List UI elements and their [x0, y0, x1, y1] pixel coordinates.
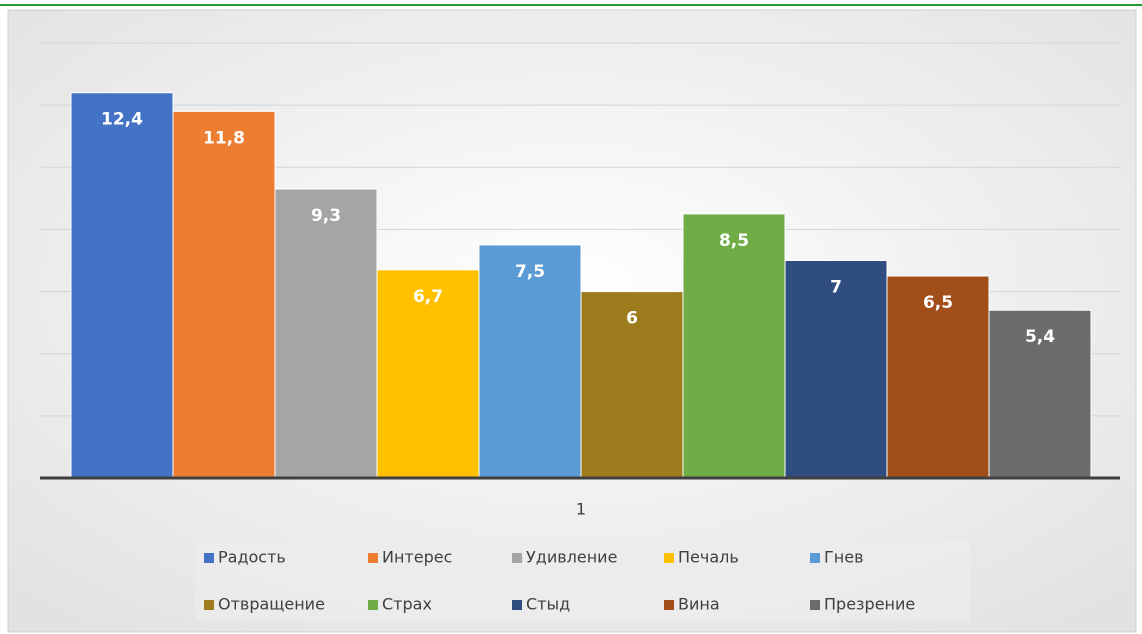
bar: [886, 275, 990, 479]
bar: [478, 244, 582, 479]
bar: [988, 309, 1092, 479]
legend-label: Гнев: [824, 548, 864, 567]
legend-swatch: [664, 600, 674, 610]
legend-label: Удивление: [526, 548, 617, 567]
data-label: 7: [830, 278, 842, 298]
legend-label: Вина: [678, 595, 720, 614]
legend-label: Стыд: [526, 595, 570, 614]
legend-swatch: [512, 553, 522, 563]
legend-label: Отвращение: [218, 595, 325, 614]
data-label: 5,4: [1025, 327, 1055, 347]
data-label: 9,3: [311, 206, 341, 226]
data-label: 6,7: [413, 287, 443, 307]
legend-swatch: [368, 600, 378, 610]
legend-label: Радость: [218, 548, 286, 567]
legend-label: Интерес: [382, 548, 452, 567]
legend-swatch: [204, 553, 214, 563]
legend-label: Страх: [382, 595, 432, 614]
legend-box: [195, 539, 970, 621]
bar: [376, 269, 480, 479]
bar: [172, 110, 276, 479]
x-tick-label: 1: [576, 500, 586, 519]
legend-label: Печаль: [678, 548, 739, 567]
bar: [580, 291, 684, 479]
data-label: 11,8: [203, 128, 245, 148]
data-label: 6,5: [923, 293, 953, 313]
bar: [70, 92, 174, 479]
data-label: 6: [626, 309, 638, 329]
legend-label: Презрение: [824, 595, 915, 614]
bar: [682, 213, 786, 479]
legend-swatch: [810, 600, 820, 610]
legend-swatch: [512, 600, 522, 610]
data-label: 8,5: [719, 231, 749, 251]
legend-swatch: [664, 553, 674, 563]
data-label: 12,4: [101, 110, 143, 130]
legend-swatch: [204, 600, 214, 610]
data-label: 7,5: [515, 262, 545, 282]
top-rule: [0, 4, 1142, 6]
bar: [274, 188, 378, 479]
bar: [784, 260, 888, 479]
legend-swatch: [810, 553, 820, 563]
legend-swatch: [368, 553, 378, 563]
